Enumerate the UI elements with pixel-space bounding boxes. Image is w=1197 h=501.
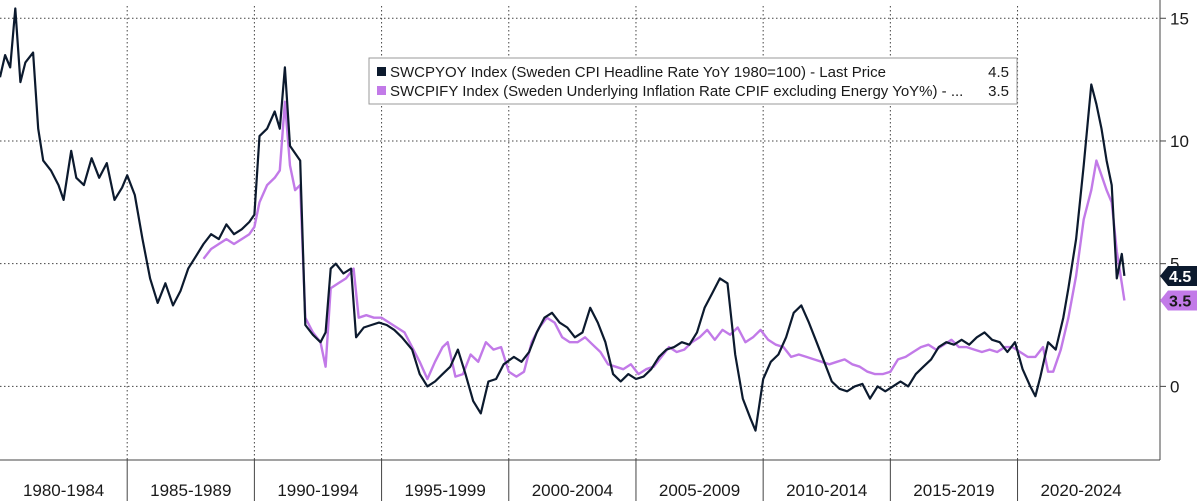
legend: SWCPYOY Index (Sweden CPI Headline Rate … [368, 57, 1018, 105]
last-value-labels: 4.53.5 [1160, 265, 1197, 311]
x-tick-label: 2005-2009 [659, 481, 740, 500]
axes [0, 0, 1166, 501]
last-value-text: 3.5 [1169, 293, 1191, 310]
legend-box [368, 57, 1018, 105]
y-tick-label: 10 [1170, 132, 1189, 151]
legend-label-headline: SWCPYOY Index (Sweden CPI Headline Rate … [390, 64, 886, 81]
x-tick-label: 1990-1994 [277, 481, 358, 500]
x-tick-labels: 1980-1984 1985-1989 1990-1994 1995-1999 2000… [23, 481, 1122, 500]
x-tick-label: 2015-2019 [913, 481, 994, 500]
x-tick-label: 1985-1989 [150, 481, 231, 500]
y-tick-labels: 0 5 10 15 [1170, 9, 1189, 396]
legend-swatch-headline [377, 67, 386, 76]
legend-swatch-underlying [377, 86, 386, 95]
y-tick-label: 5 [1170, 255, 1179, 274]
x-tick-label: 2020-2024 [1040, 481, 1121, 500]
last-value-text: 4.5 [1169, 269, 1191, 286]
series-lines [0, 7, 1126, 432]
series-line-headline [0, 7, 1126, 432]
y-tick-label: 0 [1170, 377, 1179, 396]
y-tick-label: 15 [1170, 9, 1189, 28]
last-value-tag-headline: 4.5 [1160, 265, 1197, 286]
gridlines [0, 6, 1160, 460]
legend-value-headline: 4.5 [988, 64, 1009, 81]
x-tick-label: 2000-2004 [532, 481, 613, 500]
series-line-underlying [202, 100, 1126, 381]
x-tick-label: 1995-1999 [405, 481, 486, 500]
x-tick-label: 1980-1984 [23, 481, 104, 500]
x-tick-label: 2010-2014 [786, 481, 867, 500]
legend-value-underlying: 3.5 [988, 83, 1009, 100]
last-value-tag-underlying: 3.5 [1160, 290, 1197, 311]
last-value-tag-bg [1160, 290, 1197, 311]
last-value-tag-bg [1160, 265, 1197, 286]
legend-label-underlying: SWCPIFY Index (Sweden Underlying Inflati… [390, 83, 963, 100]
